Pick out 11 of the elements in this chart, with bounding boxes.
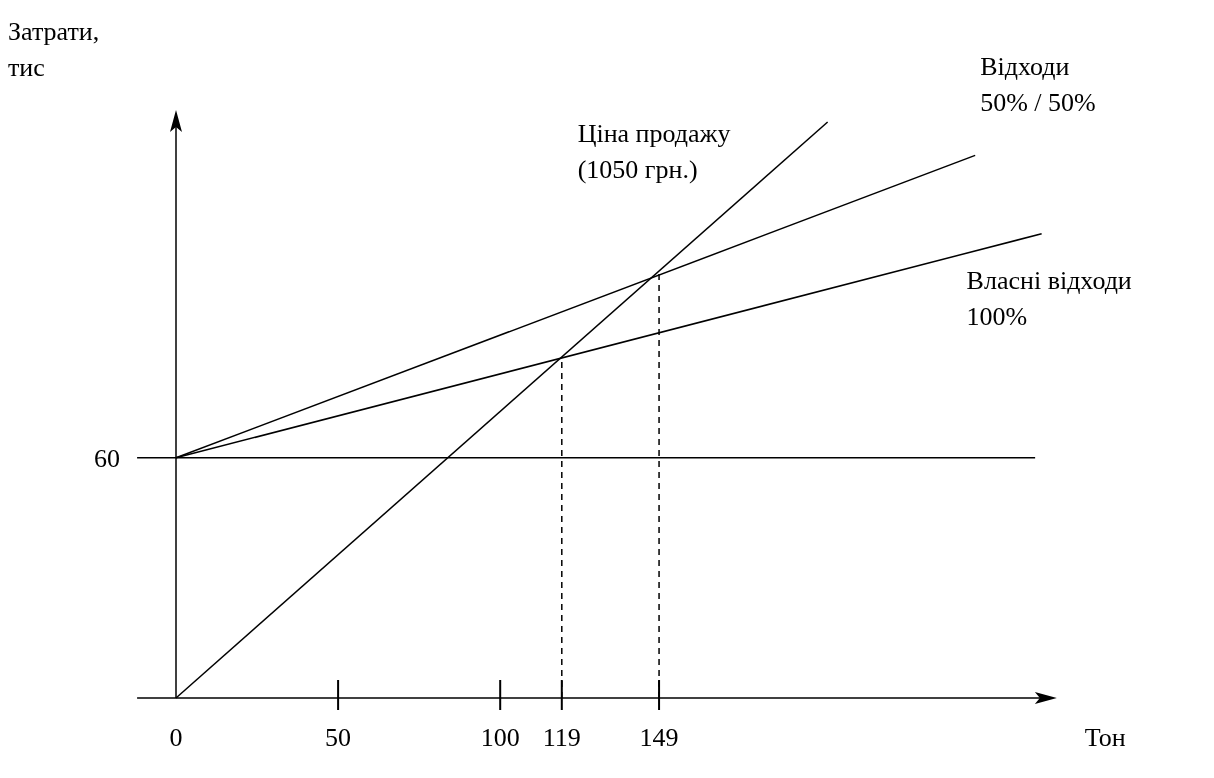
series-label: Власні відходи 100%: [966, 265, 1132, 331]
x-axis-title: Тон: [1084, 723, 1126, 752]
x-tick-label: 0: [169, 723, 183, 752]
series-label: Ціна продажу (1050 грн.): [577, 119, 731, 184]
text: 60: [94, 443, 121, 473]
series-label: Відходи 50% / 50%: [980, 52, 1096, 118]
x-tick-label: 149: [639, 723, 679, 752]
y-axis-title: Затрати, тис: [8, 17, 100, 82]
x-tick-label: 50: [325, 723, 352, 752]
x-tick-label: 100: [480, 723, 520, 752]
x-tick-label: 119: [542, 723, 581, 752]
